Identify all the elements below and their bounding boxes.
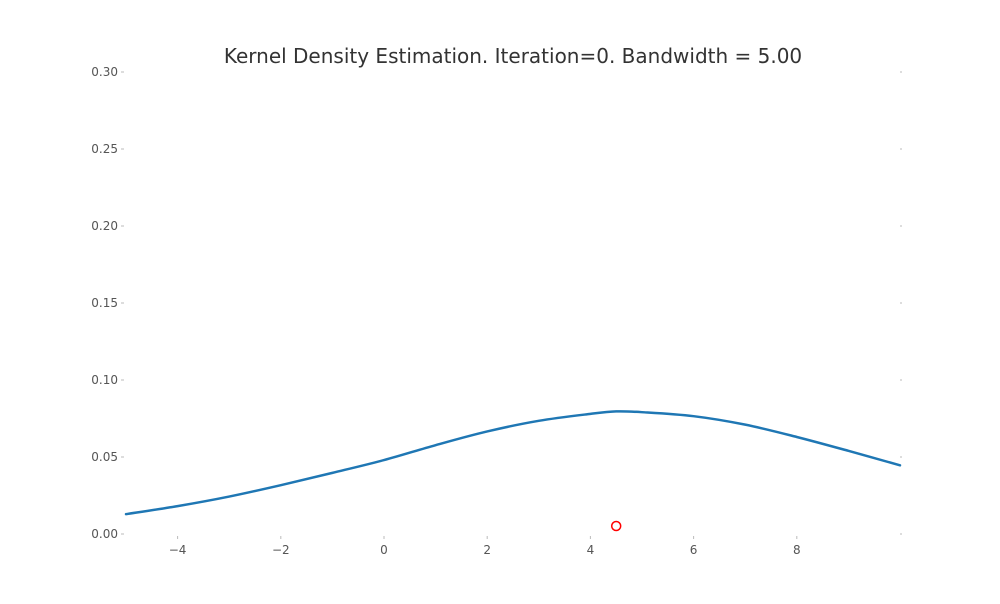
y-tick-label: 0.00 xyxy=(91,527,118,541)
x-tick-label: 0 xyxy=(380,543,388,557)
x-tick-label: −4 xyxy=(169,543,187,557)
x-tick-label: −2 xyxy=(272,543,290,557)
x-tick-label: 4 xyxy=(587,543,595,557)
y-tick-label: 0.20 xyxy=(91,219,118,233)
x-tick-label: 6 xyxy=(690,543,698,557)
plot-area xyxy=(124,410,902,532)
sample-point-marker xyxy=(610,520,622,532)
x-tick-label: 2 xyxy=(483,543,491,557)
y-tick-label: 0.30 xyxy=(91,65,118,79)
y-axis: 0.00 0.05 0.10 0.15 0.20 0.25 0.30 xyxy=(91,65,902,541)
chart-title: Kernel Density Estimation. Iteration=0. … xyxy=(224,44,802,68)
y-tick-label: 0.15 xyxy=(91,296,118,310)
y-tick-label: 0.05 xyxy=(91,450,118,464)
x-tick-label: 8 xyxy=(793,543,801,557)
y-tick-label: 0.10 xyxy=(91,373,118,387)
x-axis: −4 −2 0 2 4 6 8 xyxy=(169,536,801,557)
kde-line-series-0 xyxy=(124,410,902,516)
y-tick-label: 0.25 xyxy=(91,142,118,156)
